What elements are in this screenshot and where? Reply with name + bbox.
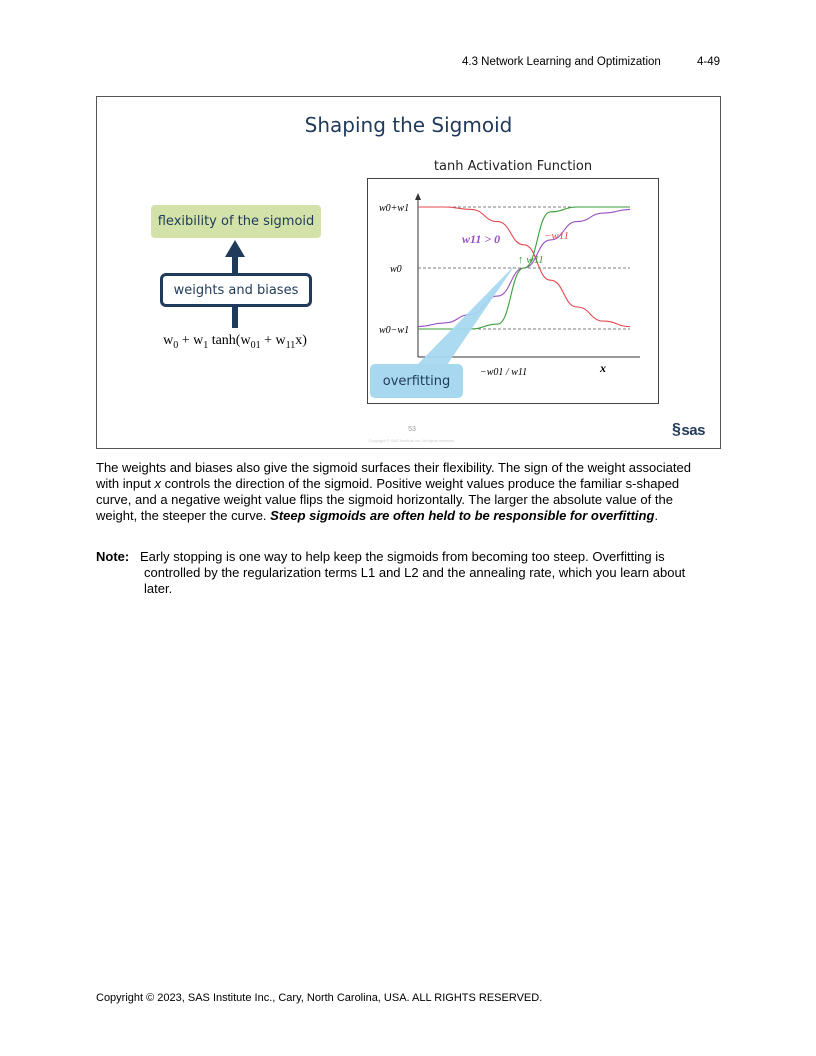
slide-frame: Shaping the Sigmoid tanh Activation Func… (96, 96, 721, 449)
up-arrow-icon (225, 240, 245, 275)
annotation-neg-w11: −w11 (544, 230, 569, 242)
sas-logo-text: sas (681, 421, 705, 439)
formula-part: x) (295, 333, 307, 348)
annotation-up-w11: ↑ w11 (518, 254, 544, 266)
y-tick-bottom: w0−w1 (379, 325, 409, 336)
section-title: 4.3 Network Learning and Optimization (462, 56, 661, 68)
overfitting-callout: overfitting (370, 364, 463, 398)
note-line-1: Early stopping is one way to help keep t… (140, 549, 665, 564)
formula-part: + w (260, 333, 286, 348)
x-tick-label: −w01 / w11 (480, 367, 527, 378)
body-italic-x: x (154, 476, 162, 491)
body-text-a: The weights and biases also give the sig… (96, 460, 691, 491)
body-emphasis: Steep sigmoids are often held to be resp… (270, 508, 655, 523)
overfitting-callout-pointer (417, 265, 515, 365)
footer-copyright: Copyright © 2023, SAS Institute Inc., Ca… (96, 992, 543, 1004)
formula-part: + w (178, 333, 204, 348)
body-paragraph: The weights and biases also give the sig… (96, 460, 706, 524)
chart-canvas: w0+w1 w0 w0−w1 w11 > 0 −w11 ↑ w11 x −w01… (379, 193, 640, 378)
note-text: Early stopping is one way to help keep t… (140, 549, 710, 597)
note-line-rest: controlled by the regularization terms L… (144, 565, 686, 596)
connector-line (232, 306, 238, 328)
page-number: 4-49 (697, 56, 721, 68)
slide-number: 53 (408, 426, 416, 433)
y-tick-mid: w0 (390, 264, 402, 275)
y-tick-top: w0+w1 (379, 203, 409, 214)
y-axis-arrow-icon (415, 193, 421, 200)
running-header: 4.3 Network Learning and Optimization 4-… (0, 56, 816, 72)
formula-sub: 01 (250, 339, 261, 351)
x-axis-label: x (599, 361, 606, 375)
sas-logo-mark-icon: § (672, 421, 681, 438)
body-text-end: . (654, 508, 659, 523)
formula-part: tanh(w (208, 333, 251, 348)
formula-sub: 1 (203, 339, 209, 351)
series-line-1 (418, 206, 631, 328)
sas-logo: § sas (672, 421, 714, 439)
weights-biases-box: weights and biases (160, 273, 312, 307)
slide-copyright: Copyright © SAS Institute Inc. All right… (368, 438, 456, 443)
annotation-w11-positive: w11 > 0 (462, 232, 500, 246)
flexibility-label-box: flexibility of the sigmoid (151, 205, 321, 238)
formula-part: w (163, 333, 174, 348)
formula-sub: 0 (173, 339, 179, 351)
slide-title: Shaping the Sigmoid (304, 113, 513, 137)
body-text-b: controls the direction of the sigmoid. P… (96, 476, 680, 523)
chart-title: tanh Activation Function (433, 159, 593, 174)
formula-sub: 11 (285, 339, 296, 351)
formula: w0 + w1 tanh(w01 + w11x) (135, 333, 335, 351)
note-label: Note: (96, 549, 130, 564)
